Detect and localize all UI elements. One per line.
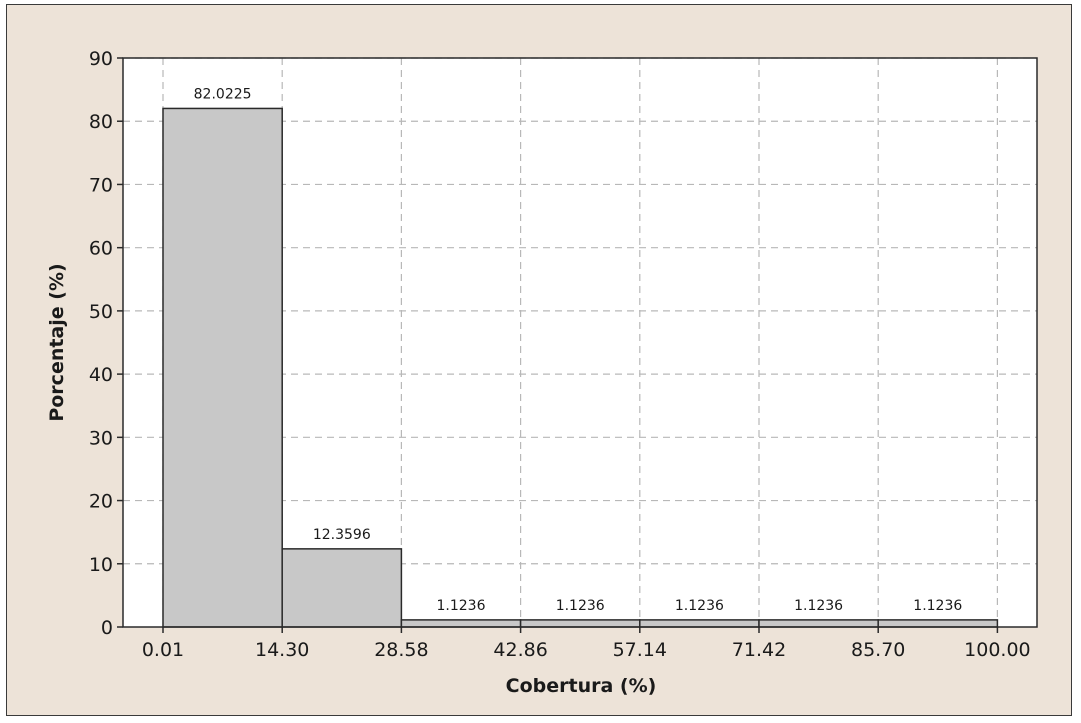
y-tick-label: 80 (89, 111, 113, 133)
histogram-bar (162, 107, 283, 628)
bar-labels: 82.0225 12.3596 1.1236 1.1236 1.1236 1.1236 1.… (194, 86, 963, 613)
axes (122, 57, 1038, 628)
x-tick-label: 85.70 (851, 639, 905, 661)
y-tick-label: 10 (89, 554, 113, 576)
x-tick-label: 42.86 (493, 639, 547, 661)
histogram-bar (877, 619, 999, 628)
y-axis-title: Porcentaje (%) (46, 263, 68, 421)
histogram-bar (400, 619, 522, 628)
x-tick-label: 28.58 (374, 639, 428, 661)
x-tick-label: 100.00 (964, 639, 1030, 661)
histogram-bar (519, 619, 641, 628)
y-tick-label: 90 (89, 48, 113, 70)
x-tick-label: 57.14 (613, 639, 667, 661)
x-axis-title: Cobertura (%) (506, 675, 657, 697)
y-axis-ticks: 0 10 20 30 40 50 60 70 80 90 (89, 48, 123, 639)
bar-value-label: 1.1236 (675, 598, 724, 614)
y-tick-label: 60 (89, 238, 113, 260)
bars (162, 107, 999, 628)
y-tick-label: 20 (89, 491, 113, 513)
x-tick-label: 14.30 (255, 639, 309, 661)
bar-value-label: 1.1236 (913, 598, 962, 614)
histogram-bar (758, 619, 879, 628)
bar-value-label: 82.0225 (194, 86, 252, 102)
y-tick-label: 30 (89, 427, 113, 449)
x-axis-ticks: 0.01 14.30 28.58 42.86 57.14 71.42 85.70 100.00 (142, 627, 1031, 661)
x-tick-label: 0.01 (142, 639, 184, 661)
histogram-bar (639, 619, 760, 628)
bar-value-label: 1.1236 (794, 598, 843, 614)
y-tick-label: 70 (89, 174, 113, 196)
bar-value-label: 12.3596 (313, 527, 371, 543)
y-tick-label: 40 (89, 364, 113, 386)
histogram-bar (281, 548, 403, 628)
bar-value-label: 1.1236 (556, 598, 605, 614)
x-tick-label: 71.42 (732, 639, 786, 661)
y-tick-label: 0 (101, 617, 113, 639)
bar-value-label: 1.1236 (437, 598, 486, 614)
y-tick-label: 50 (89, 301, 113, 323)
plot-border (122, 57, 1038, 628)
